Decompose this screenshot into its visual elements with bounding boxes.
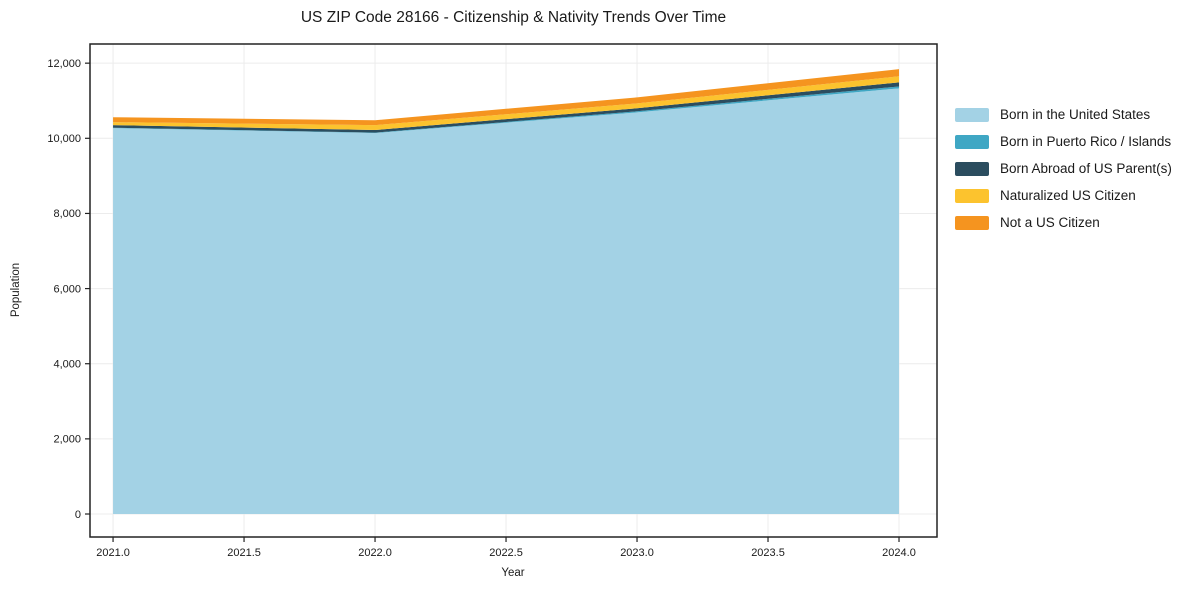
y-tick-label: 2,000 bbox=[53, 434, 81, 446]
y-tick-label: 4,000 bbox=[53, 359, 81, 371]
legend-swatch-born-in-pr-islands bbox=[955, 134, 989, 149]
y-axis-label: Population bbox=[10, 262, 22, 318]
x-tick-label: 2023.5 bbox=[751, 547, 785, 559]
x-tick-label: 2022.0 bbox=[358, 547, 392, 559]
legend-label-born-abroad: Born Abroad of US Parent(s) bbox=[1000, 161, 1172, 176]
legend-swatch-born-in-us bbox=[955, 107, 989, 122]
x-axis-label: Year bbox=[501, 567, 525, 579]
legend-item-not-citizen: Not a US Citizen bbox=[955, 209, 1172, 236]
x-tick-label: 2021.5 bbox=[227, 547, 261, 559]
chart-title: US ZIP Code 28166 - Citizenship & Nativi… bbox=[300, 9, 727, 26]
legend-label-born-in-pr-islands: Born in Puerto Rico / Islands bbox=[1000, 134, 1172, 149]
area-born-in-the-united-states bbox=[113, 88, 900, 515]
legend-item-born-abroad: Born Abroad of US Parent(s) bbox=[955, 155, 1172, 182]
legend-item-naturalized: Naturalized US Citizen bbox=[955, 182, 1172, 209]
legend-swatch-naturalized bbox=[955, 188, 989, 203]
y-tick-label: 6,000 bbox=[53, 283, 81, 295]
legend-label-born-in-us: Born in the United States bbox=[1000, 107, 1151, 122]
legend-label-not-citizen: Not a US Citizen bbox=[1000, 215, 1100, 230]
y-tick-label: 12,000 bbox=[47, 58, 81, 70]
legend-label-naturalized: Naturalized US Citizen bbox=[1000, 188, 1136, 203]
legend-swatch-born-abroad bbox=[955, 161, 989, 176]
legend-item-born-in-us: Born in the United States bbox=[955, 101, 1172, 128]
legend: Born in the United States Born in Puerto… bbox=[955, 101, 1172, 236]
legend-item-born-in-pr-islands: Born in Puerto Rico / Islands bbox=[955, 128, 1172, 155]
plot-border bbox=[89, 43, 938, 538]
x-tick-label: 2021.0 bbox=[96, 547, 130, 559]
x-tick-label: 2023.0 bbox=[620, 547, 654, 559]
area-naturalized-us-citizen bbox=[113, 76, 900, 131]
legend-swatch-not-citizen bbox=[955, 215, 989, 230]
x-tick-label: 2022.5 bbox=[489, 547, 523, 559]
area-born-abroad-of-us-parent-s bbox=[113, 82, 900, 133]
y-tick-label: 8,000 bbox=[53, 208, 81, 220]
x-tick-label: 2024.0 bbox=[882, 547, 916, 559]
area-not-a-us-citizen bbox=[113, 69, 900, 126]
y-tick-label: 10,000 bbox=[47, 133, 81, 145]
y-tick-label: 0 bbox=[75, 509, 81, 521]
